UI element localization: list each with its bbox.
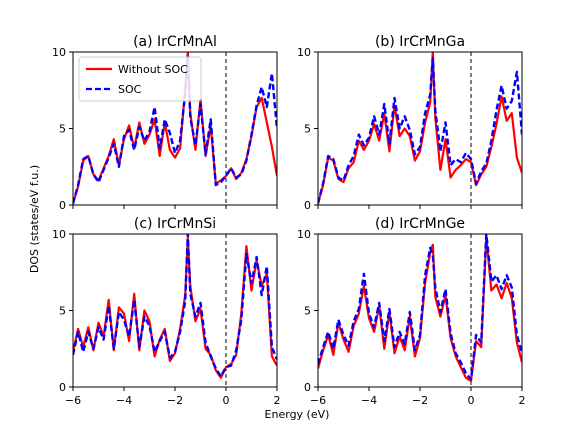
x-tick-label: −6	[65, 394, 81, 407]
x-tick-label: 2	[274, 394, 281, 407]
series-line-without-soc	[318, 52, 522, 204]
legend-label-soc: SOC	[118, 83, 142, 96]
y-tick-label: 10	[297, 228, 311, 241]
panel-a: (a) IrCrMnAl 0 5 10	[52, 34, 278, 212]
panel-b: (b) IrCrMnGa 0 5 10	[297, 34, 523, 212]
series-line-soc	[318, 56, 522, 204]
y-tick-label: 5	[304, 123, 311, 136]
panel-title: (d) IrCrMnGe	[375, 216, 465, 232]
x-tick-label: −2	[167, 394, 183, 407]
axes-frame	[317, 233, 523, 388]
y-tick-label: 5	[304, 305, 311, 318]
legend-label-without-soc: Without SOC	[118, 63, 188, 76]
x-tick-label: −4	[116, 394, 132, 407]
panel-title: (c) IrCrMnSi	[134, 216, 216, 232]
y-tick-label: 0	[59, 199, 66, 212]
panel-title: (a) IrCrMnAl	[133, 34, 217, 50]
series-line-without-soc	[318, 236, 522, 382]
y-tick-label: 10	[52, 46, 66, 59]
panel-title: (b) IrCrMnGa	[375, 34, 465, 50]
y-tick-label: 0	[304, 199, 311, 212]
y-tick-label: 10	[297, 46, 311, 59]
x-tick-label: −4	[361, 394, 377, 407]
panel-d: (d) IrCrMnGe −6 −4 −2 0 2 0 5 10	[297, 216, 526, 407]
series-line-soc	[73, 234, 277, 378]
y-tick-label: 0	[59, 381, 66, 394]
y-tick-label: 5	[59, 123, 66, 136]
series-line-soc	[318, 234, 522, 381]
y-tick-label: 5	[59, 305, 66, 318]
axes-frame	[317, 51, 523, 206]
x-tick-label: −2	[412, 394, 428, 407]
y-tick-label: 0	[304, 381, 311, 394]
panel-c: (c) IrCrMnSi −6 −4 −2 0 2 0 5 10	[52, 216, 281, 407]
x-tick-label: 0	[468, 394, 475, 407]
legend: Without SOC SOC	[78, 56, 202, 102]
x-tick-label: 0	[223, 394, 230, 407]
y-axis-label: DOS (states/eV f.u.)	[28, 165, 41, 273]
x-tick-label: 2	[519, 394, 526, 407]
series-line-soc	[73, 53, 277, 204]
y-tick-label: 10	[52, 228, 66, 241]
x-tick-label: −6	[310, 394, 326, 407]
x-axis-label: Energy (eV)	[265, 408, 330, 421]
